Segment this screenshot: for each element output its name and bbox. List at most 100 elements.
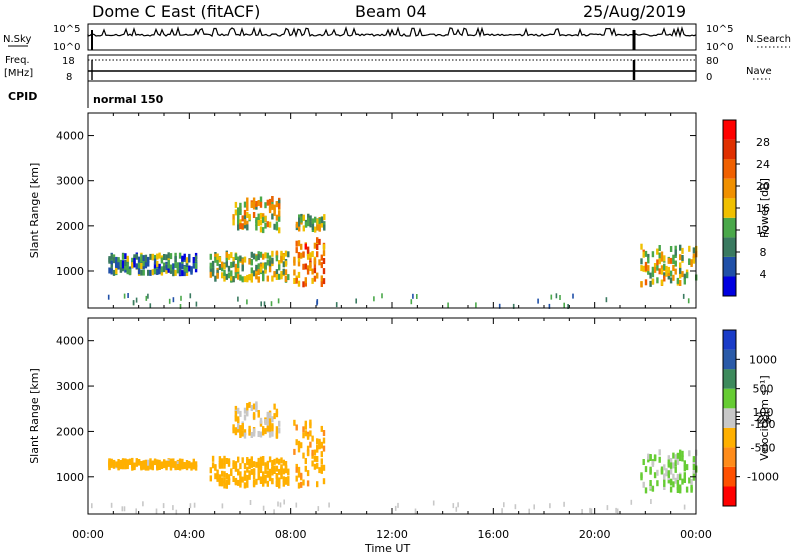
echo-cell [320,217,324,224]
echo-cell [112,257,116,264]
echo-cell [158,263,161,270]
echo-cell [298,220,301,227]
echo-cell [259,431,263,438]
echo-cell [218,474,222,481]
echo-cell [234,201,238,208]
echo-cell [241,457,244,464]
echo-cell [669,486,673,493]
echo-cell-ground [512,303,515,309]
echo-cell [167,252,170,259]
echo-cell [248,458,251,465]
echo-cell-ground [189,503,192,509]
echo-cell [234,461,238,468]
echo-cell [306,265,310,272]
echo-cell [295,466,298,473]
echo-cell [248,213,251,220]
echo-cell [306,480,310,487]
echo-cell [318,259,321,266]
echo-cell [255,255,258,262]
echo-cell [676,452,680,459]
echo-cell [243,407,247,414]
echo-cell [672,481,675,488]
echo-cell-ground [533,504,535,510]
echo-cell [121,463,125,470]
colorbar-tick-label: 8 [760,246,767,259]
echo-cell [306,433,310,440]
echo-cell [663,473,666,480]
echo-cell [320,458,323,465]
colorbar-tick-label: -100 [751,418,776,431]
echo-cell [142,263,145,270]
echo-cell [320,254,323,261]
y-tick-label: 4000 [56,130,84,143]
echo-cell [234,209,238,216]
echo-cell-ground [498,303,501,309]
echo-cell [306,268,310,275]
echo-cell-ground [355,298,357,304]
echo-cell [239,425,242,432]
echo-cell [137,262,141,269]
echo-cell [660,255,664,262]
echo-cell-ground [455,506,458,512]
echo-cell [259,251,263,258]
echo-cell [165,264,168,271]
echo-cell [176,267,180,274]
echo-cell [316,251,319,258]
echo-cell [320,442,323,449]
date-title: 25/Aug/2019 [583,2,686,21]
echo-cell [115,461,118,468]
echo-cell [275,465,279,472]
echo-cell [322,268,326,275]
echo-cell [304,277,307,284]
echo-cell [266,463,269,470]
echo-cell [273,223,276,230]
echo-cell [252,203,256,210]
echo-cell [268,431,272,438]
echo-cell [178,269,182,276]
echo-cell [257,411,260,418]
echo-cell [108,464,111,471]
echo-cell [266,419,269,426]
echo-cell [239,481,242,488]
echo-cell [309,262,312,269]
echo-cell [262,213,265,220]
echo-cell-ground [381,293,383,299]
echo-cell [320,451,323,458]
echo-cell [225,479,228,486]
echo-cell [309,252,312,259]
echo-cell-ground [548,303,551,309]
echo-cell [188,461,191,468]
echo-cell [663,272,666,279]
echo-cell [259,263,263,270]
echo-cell [119,259,123,266]
echo-cell [147,269,150,276]
echo-cell [131,464,134,471]
freq-tick-bottom: 8 [66,72,72,83]
echo-cell-ground [630,499,633,505]
echo-cell [133,254,136,261]
echo-cell [209,467,212,474]
echo-cell [278,227,281,234]
echo-cell [642,265,645,272]
echo-cell [278,215,281,222]
echo-cell [656,480,659,487]
colorbar-cell [723,217,736,238]
echo-cell [167,259,170,266]
echo-cell-ground [316,299,319,305]
echo-cell [320,425,323,432]
echo-cell-ground [432,500,435,506]
echo-cell [690,486,693,493]
echo-cell [314,216,317,223]
echo-cell [649,280,652,287]
echo-cell [692,247,696,254]
echo-cell [221,261,224,268]
echo-cell [322,445,326,452]
echo-cell [266,471,269,478]
power-colorbar: 4 8 12 16 20 24 28 Power [dB] [722,119,771,297]
echo-cell [181,255,184,262]
echo-cell [663,275,666,282]
echo-cell [259,196,263,203]
echo-cell [246,475,249,481]
echo-cell [165,460,168,467]
